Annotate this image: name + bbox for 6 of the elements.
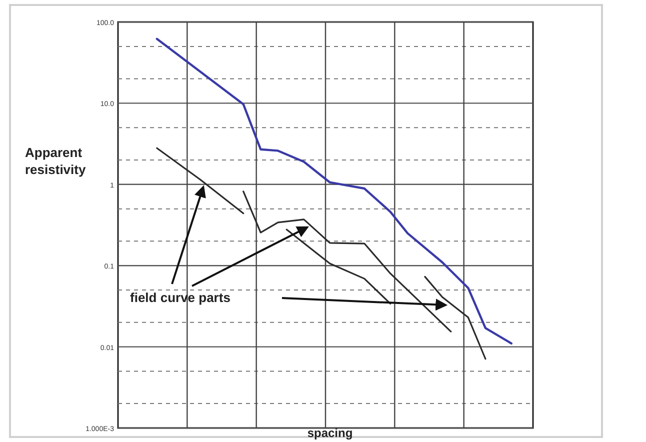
line-series (424, 276, 486, 360)
x-axis-title: spacing (307, 426, 353, 440)
line-series (242, 190, 452, 332)
line-series (286, 228, 392, 304)
line-series (156, 38, 512, 345)
y-axis-title: Apparent resistivity (25, 145, 86, 177)
